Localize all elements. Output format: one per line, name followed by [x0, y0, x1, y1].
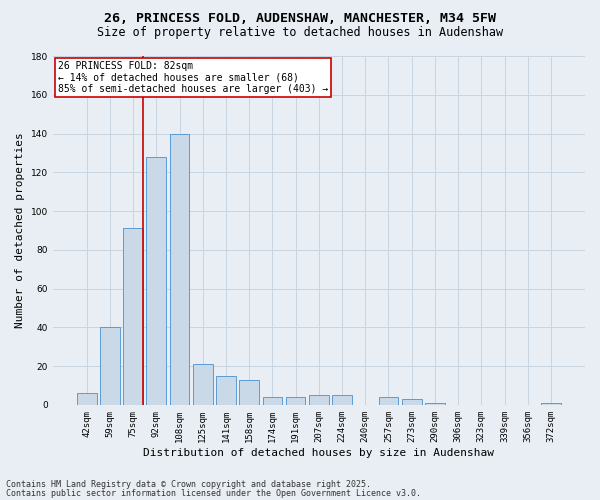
Bar: [286, 397, 305, 405]
Bar: [402, 399, 422, 405]
Text: 26, PRINCESS FOLD, AUDENSHAW, MANCHESTER, M34 5FW: 26, PRINCESS FOLD, AUDENSHAW, MANCHESTER…: [104, 12, 496, 26]
Bar: [100, 328, 120, 405]
Bar: [425, 403, 445, 405]
Bar: [216, 376, 236, 405]
Bar: [309, 395, 329, 405]
Bar: [170, 134, 190, 405]
Text: Contains public sector information licensed under the Open Government Licence v3: Contains public sector information licen…: [6, 489, 421, 498]
Bar: [123, 228, 143, 405]
Text: Contains HM Land Registry data © Crown copyright and database right 2025.: Contains HM Land Registry data © Crown c…: [6, 480, 371, 489]
Bar: [541, 403, 561, 405]
Bar: [332, 395, 352, 405]
Text: Size of property relative to detached houses in Audenshaw: Size of property relative to detached ho…: [97, 26, 503, 39]
Bar: [146, 157, 166, 405]
Bar: [263, 397, 282, 405]
X-axis label: Distribution of detached houses by size in Audenshaw: Distribution of detached houses by size …: [143, 448, 494, 458]
Bar: [239, 380, 259, 405]
Bar: [379, 397, 398, 405]
Text: 26 PRINCESS FOLD: 82sqm
← 14% of detached houses are smaller (68)
85% of semi-de: 26 PRINCESS FOLD: 82sqm ← 14% of detache…: [58, 61, 328, 94]
Y-axis label: Number of detached properties: Number of detached properties: [15, 132, 25, 328]
Bar: [193, 364, 212, 405]
Bar: [77, 393, 97, 405]
